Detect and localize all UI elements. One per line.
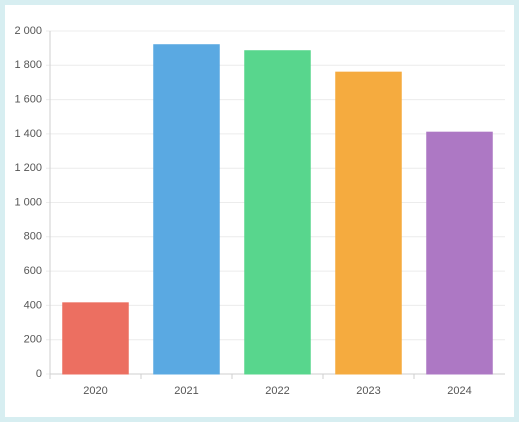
y-tick-label: 400 <box>24 299 42 311</box>
x-tick-label: 2023 <box>356 385 380 397</box>
bar <box>244 50 311 375</box>
y-tick-label: 0 <box>36 368 42 380</box>
y-tick-label: 2 000 <box>14 25 42 37</box>
y-tick-label: 1 800 <box>14 59 42 71</box>
bar <box>62 302 129 375</box>
y-tick-label: 800 <box>24 231 42 243</box>
y-tick-label: 1 400 <box>14 128 42 140</box>
y-tick-label: 200 <box>24 334 42 346</box>
y-tick-label: 1 000 <box>14 196 42 208</box>
y-tick-label: 600 <box>24 265 42 277</box>
x-tick-label: 2022 <box>265 385 289 397</box>
x-tick-label: 2021 <box>174 385 198 397</box>
y-tick-label: 1 600 <box>14 94 42 106</box>
x-tick-label: 2024 <box>447 385 471 397</box>
y-tick-label: 1 200 <box>14 162 42 174</box>
bar <box>335 71 402 375</box>
bar <box>426 131 493 375</box>
bar <box>153 44 220 375</box>
x-tick-label: 2020 <box>83 385 107 397</box>
